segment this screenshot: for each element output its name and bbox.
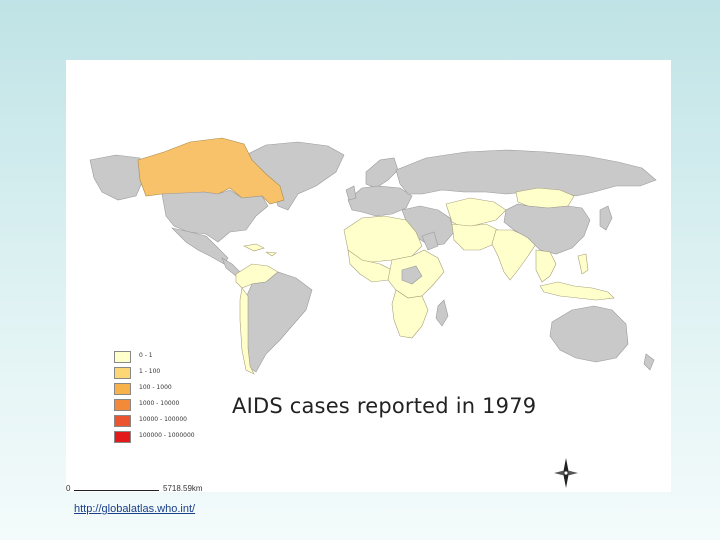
legend-label: 100 - 1000 (139, 384, 172, 391)
region-philippines (577, 253, 589, 275)
region-caribbean (243, 243, 277, 257)
region-usa (161, 189, 269, 243)
legend-label: 1 - 100 (139, 368, 161, 375)
region-russia (395, 149, 657, 197)
world-map (89, 137, 657, 375)
region-new-zealand (643, 353, 655, 371)
scale-start-label: 0 (66, 484, 71, 492)
legend-label: 1000 - 10000 (139, 400, 180, 407)
region-southern-africa (391, 289, 429, 339)
region-southeast-asia (535, 249, 557, 283)
region-alaska (89, 154, 145, 201)
region-japan (599, 205, 613, 231)
legend-label: 100000 - 1000000 (139, 432, 195, 439)
region-uk (345, 185, 357, 201)
region-scandinavia (365, 157, 399, 189)
legend-swatch (114, 415, 131, 427)
source-link[interactable]: http://globalatlas.who.int/ (74, 503, 196, 515)
region-china (503, 203, 591, 255)
scale-bar: 0 5718.59km (66, 484, 226, 492)
region-central-asia (445, 197, 507, 229)
map-title: AIDS cases reported in 1979 (232, 394, 537, 418)
legend-label: 0 - 1 (139, 352, 153, 359)
slide-panel: AIDS cases reported in 1979 0 - 1 1 - 10… (66, 60, 671, 492)
region-africa-no-data (401, 231, 439, 285)
scale-end-label: 5718.59km (163, 484, 203, 492)
legend-swatch (114, 367, 131, 379)
legend-swatch (114, 431, 131, 443)
scale-line (74, 490, 159, 491)
legend-swatch (114, 383, 131, 395)
compass-rose-icon (554, 458, 578, 488)
region-europe (347, 185, 413, 217)
legend-swatch (114, 351, 131, 363)
region-south-america (243, 271, 313, 373)
region-iran-afghanistan (451, 223, 499, 251)
region-indonesia (539, 281, 615, 301)
region-chile (239, 287, 255, 375)
legend-label: 10000 - 100000 (139, 416, 187, 423)
legend-swatch (114, 399, 131, 411)
region-australia (549, 305, 629, 363)
region-madagascar (435, 299, 449, 327)
